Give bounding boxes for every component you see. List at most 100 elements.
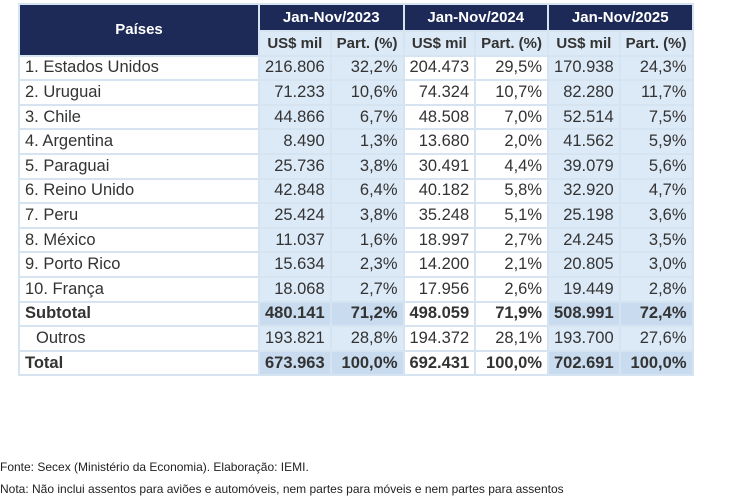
value-cell: 194.372 (402, 325, 477, 352)
value-cell: 28,1% (474, 325, 549, 352)
value-cell: 11.037 (258, 226, 332, 254)
header-period: Jan-Nov/2024 (402, 3, 549, 32)
value-cell: 20.805 (547, 251, 621, 278)
country-cell: 7. Peru (18, 202, 260, 229)
value-cell: 6,4% (329, 177, 405, 205)
value-cell: 2,7% (329, 275, 405, 303)
value-cell: 7,5% (618, 103, 694, 131)
value-cell: 15.634 (258, 251, 332, 278)
value-cell: 3,6% (618, 202, 694, 229)
country-cell: 8. México (18, 226, 260, 254)
value-cell: 2,1% (474, 251, 549, 278)
value-cell: 25.198 (547, 202, 621, 229)
value-cell: 216.806 (258, 54, 332, 82)
footnote: Nota: Não inclui assentos para aviões e … (0, 482, 564, 496)
header-countries: Países (18, 3, 260, 57)
value-cell: 32,2% (329, 54, 405, 82)
country-cell: Outros (18, 325, 260, 352)
value-cell: 25.424 (258, 202, 332, 229)
value-cell: 18.997 (402, 226, 477, 254)
value-cell: 25.736 (258, 152, 332, 180)
value-cell: 5,1% (474, 202, 549, 229)
value-cell: 204.473 (402, 54, 477, 82)
value-cell: 2,8% (618, 275, 694, 303)
value-cell: 5,6% (618, 152, 694, 180)
value-cell: 40.182 (402, 177, 477, 205)
value-cell: 100,0% (618, 349, 694, 377)
value-cell: 14.200 (402, 251, 477, 278)
value-cell: 3,5% (618, 226, 694, 254)
value-cell: 193.700 (547, 325, 621, 352)
table-row: 9. Porto Rico 15.634 2,3% 14.200 2,1% 20.805 3… (18, 251, 694, 278)
table-row: Outros 193.821 28,8% 194.372 28,1% 193.700 27,… (18, 325, 694, 352)
value-cell: 28,8% (329, 325, 405, 352)
value-cell: 71.233 (258, 79, 332, 106)
value-cell: 24,3% (618, 54, 694, 82)
value-cell: 508.991 (547, 300, 621, 328)
value-cell: 74.324 (402, 79, 477, 106)
value-cell: 170.938 (547, 54, 621, 82)
value-cell: 35.248 (402, 202, 477, 229)
value-cell: 702.691 (547, 349, 621, 377)
value-cell: 71,2% (329, 300, 405, 328)
country-cell: 1. Estados Unidos (18, 54, 260, 82)
subheader: Part. (%) (474, 30, 549, 57)
table-row: 5. Paraguai 25.736 3,8% 30.491 4,4% 39.079 5,6… (18, 152, 694, 180)
subheader: Part. (%) (329, 30, 405, 57)
value-cell: 24.245 (547, 226, 621, 254)
value-cell: 48.508 (402, 103, 477, 131)
subheader: US$ mil (258, 30, 332, 57)
value-cell: 42.848 (258, 177, 332, 205)
value-cell: 498.059 (402, 300, 477, 328)
value-cell: 27,6% (618, 325, 694, 352)
table-row: 1. Estados Unidos 216.806 32,2% 204.473 29,5… (18, 54, 694, 82)
value-cell: 1,3% (329, 128, 405, 155)
country-cell: 6. Reino Unido (18, 177, 260, 205)
table-row: 10. França 18.068 2,7% 17.956 2,6% 19.449 2,8% (18, 275, 694, 303)
country-cell: 4. Argentina (18, 128, 260, 155)
country-cell: Subtotal (18, 300, 260, 328)
value-cell: 1,6% (329, 226, 405, 254)
table-row: 4. Argentina 8.490 1,3% 13.680 2,0% 41.562 5,9… (18, 128, 694, 155)
value-cell: 17.956 (402, 275, 477, 303)
value-cell: 6,7% (329, 103, 405, 131)
header-period: Jan-Nov/2023 (258, 3, 405, 32)
value-cell: 11,7% (618, 79, 694, 106)
country-cell: 5. Paraguai (18, 152, 260, 180)
value-cell: 41.562 (547, 128, 621, 155)
value-cell: 100,0% (474, 349, 549, 377)
value-cell: 5,8% (474, 177, 549, 205)
source-note: Fonte: Secex (Ministério da Economia). E… (0, 460, 309, 474)
country-cell: 9. Porto Rico (18, 251, 260, 278)
header-period: Jan-Nov/2025 (547, 3, 694, 32)
value-cell: 480.141 (258, 300, 332, 328)
value-cell: 4,4% (474, 152, 549, 180)
exports-table: Países Jan-Nov/2023 Jan-Nov/2024 Jan-Nov… (18, 3, 694, 377)
value-cell: 7,0% (474, 103, 549, 131)
value-cell: 2,6% (474, 275, 549, 303)
table-row: 8. México 11.037 1,6% 18.997 2,7% 24.245 3,5% (18, 226, 694, 254)
table-row: Subtotal 480.141 71,2% 498.059 71,9% 508.991 7… (18, 300, 694, 328)
value-cell: 30.491 (402, 152, 477, 180)
value-cell: 19.449 (547, 275, 621, 303)
value-cell: 193.821 (258, 325, 332, 352)
country-cell: Total (18, 349, 260, 377)
value-cell: 3,8% (329, 202, 405, 229)
table-row: 6. Reino Unido 42.848 6,4% 40.182 5,8% 32.920… (18, 177, 694, 205)
value-cell: 44.866 (258, 103, 332, 131)
value-cell: 72,4% (618, 300, 694, 328)
country-cell: 10. França (18, 275, 260, 303)
table-row: 2. Uruguai 71.233 10,6% 74.324 10,7% 82.280 11… (18, 79, 694, 106)
value-cell: 8.490 (258, 128, 332, 155)
value-cell: 2,0% (474, 128, 549, 155)
value-cell: 3,0% (618, 251, 694, 278)
value-cell: 692.431 (402, 349, 477, 377)
subheader: US$ mil (402, 30, 477, 57)
table-row: 3. Chile 44.866 6,7% 48.508 7,0% 52.514 7,5% (18, 103, 694, 131)
subheader: Part. (%) (618, 30, 694, 57)
value-cell: 39.079 (547, 152, 621, 180)
value-cell: 10,6% (329, 79, 405, 106)
value-cell: 4,7% (618, 177, 694, 205)
value-cell: 52.514 (547, 103, 621, 131)
value-cell: 3,8% (329, 152, 405, 180)
